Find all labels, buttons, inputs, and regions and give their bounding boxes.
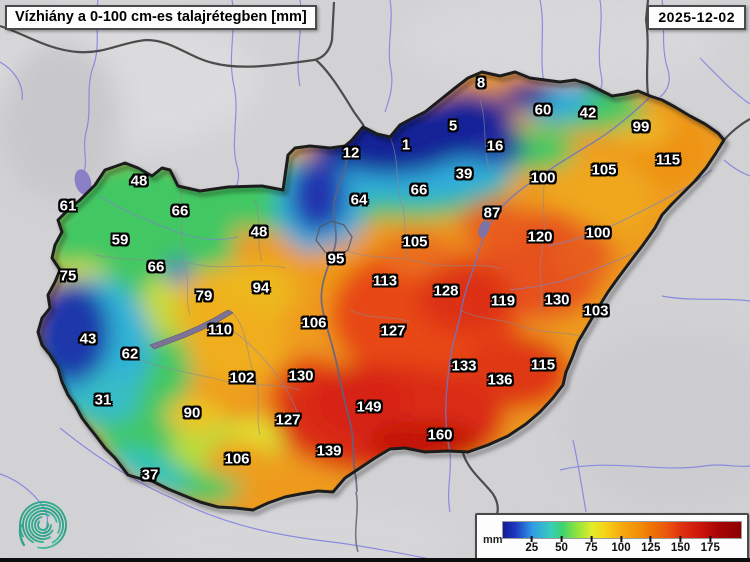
tisza-river	[445, 97, 650, 453]
map-title-box: Vízhiány a 0-100 cm-es talajrétegben [mm…	[5, 5, 317, 30]
legend-tick: 75	[585, 536, 598, 554]
borders-outside	[0, 0, 750, 541]
bottom-border-bar	[0, 558, 750, 562]
legend-tick: 25	[525, 536, 538, 554]
hungary-border	[36, 70, 726, 512]
map-date-box: 2025-12-02	[647, 5, 746, 30]
map-date: 2025-12-02	[658, 9, 735, 25]
legend-ticks: 25 50 75 100 125 150 175	[477, 536, 747, 556]
legend-tick: 100	[611, 536, 631, 554]
legend-tick: 125	[641, 536, 660, 554]
spiral-logo-icon	[18, 501, 67, 549]
legend-tick: 150	[671, 536, 690, 554]
legend-unit-label: mm	[483, 534, 503, 546]
lakes	[74, 169, 490, 350]
map-title: Vízhiány a 0-100 cm-es talajrétegben [mm…	[15, 9, 307, 25]
danube-river	[320, 146, 358, 493]
legend-tick: 175	[701, 536, 720, 554]
legend-tick: 50	[555, 536, 568, 554]
legend-colorbar	[502, 521, 742, 539]
county-boundaries	[94, 99, 586, 436]
legend-box: mm 25 50 75 100 125 150 175	[475, 513, 749, 560]
lake-tisza	[478, 220, 490, 238]
lake-balaton	[149, 309, 234, 350]
budapest-boundary	[315, 220, 353, 258]
rivers-inside	[98, 97, 713, 493]
hungaromet-logo	[13, 497, 73, 557]
lake-ferto	[74, 169, 92, 195]
